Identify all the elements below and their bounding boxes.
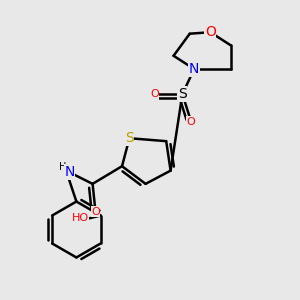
Text: O: O [205,25,216,39]
Text: S: S [125,131,134,145]
Text: N: N [64,165,75,179]
Text: O: O [187,117,196,127]
Text: HO: HO [71,214,88,224]
Text: S: S [178,87,187,101]
Text: O: O [91,207,100,217]
Text: O: O [150,89,159,99]
Text: N: N [189,62,200,76]
Text: H: H [59,162,67,172]
